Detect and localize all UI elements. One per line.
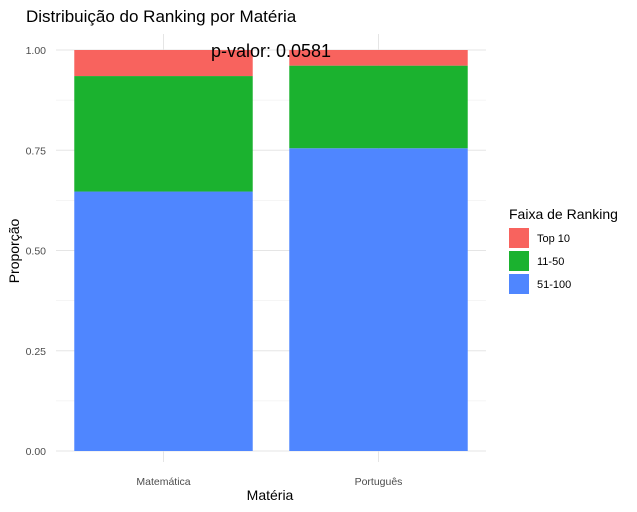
x-axis-title: Matéria — [247, 487, 294, 503]
bar-segment — [74, 191, 253, 452]
legend-title: Faixa de Ranking — [509, 206, 618, 222]
bar-segment — [289, 50, 468, 66]
legend: Faixa de Ranking Top 10 11-50 51-100 — [509, 206, 618, 294]
y-tick-label: 0.00 — [26, 446, 47, 458]
x-tick-label: Português — [355, 476, 403, 488]
bar-segment — [289, 148, 468, 451]
bar-segment — [289, 65, 468, 149]
x-tick-label: Matemática — [136, 476, 190, 488]
legend-label: 11-50 — [537, 256, 564, 268]
y-tick-label: 0.75 — [26, 145, 47, 157]
y-tick-labels: 0.00 0.25 0.50 0.75 1.00 — [26, 45, 47, 458]
legend-swatch — [509, 251, 529, 271]
y-tick-label: 0.25 — [26, 346, 47, 358]
y-tick-label: 0.50 — [26, 246, 47, 258]
legend-label: 51-100 — [537, 279, 571, 291]
legend-swatch — [509, 228, 529, 248]
y-axis-title: Proporção — [6, 218, 22, 283]
bars-group — [74, 50, 468, 452]
bar-segment — [74, 50, 253, 77]
x-tick-labels: Matemática Português — [136, 476, 402, 488]
bar-segment — [74, 76, 253, 192]
y-tick-label: 1.00 — [26, 45, 47, 57]
legend-label: Top 10 — [537, 233, 570, 245]
p-value-annotation: p-valor: 0.0581 — [211, 41, 331, 61]
legend-swatch — [509, 274, 529, 294]
chart-title: Distribuição do Ranking por Matéria — [26, 7, 297, 26]
